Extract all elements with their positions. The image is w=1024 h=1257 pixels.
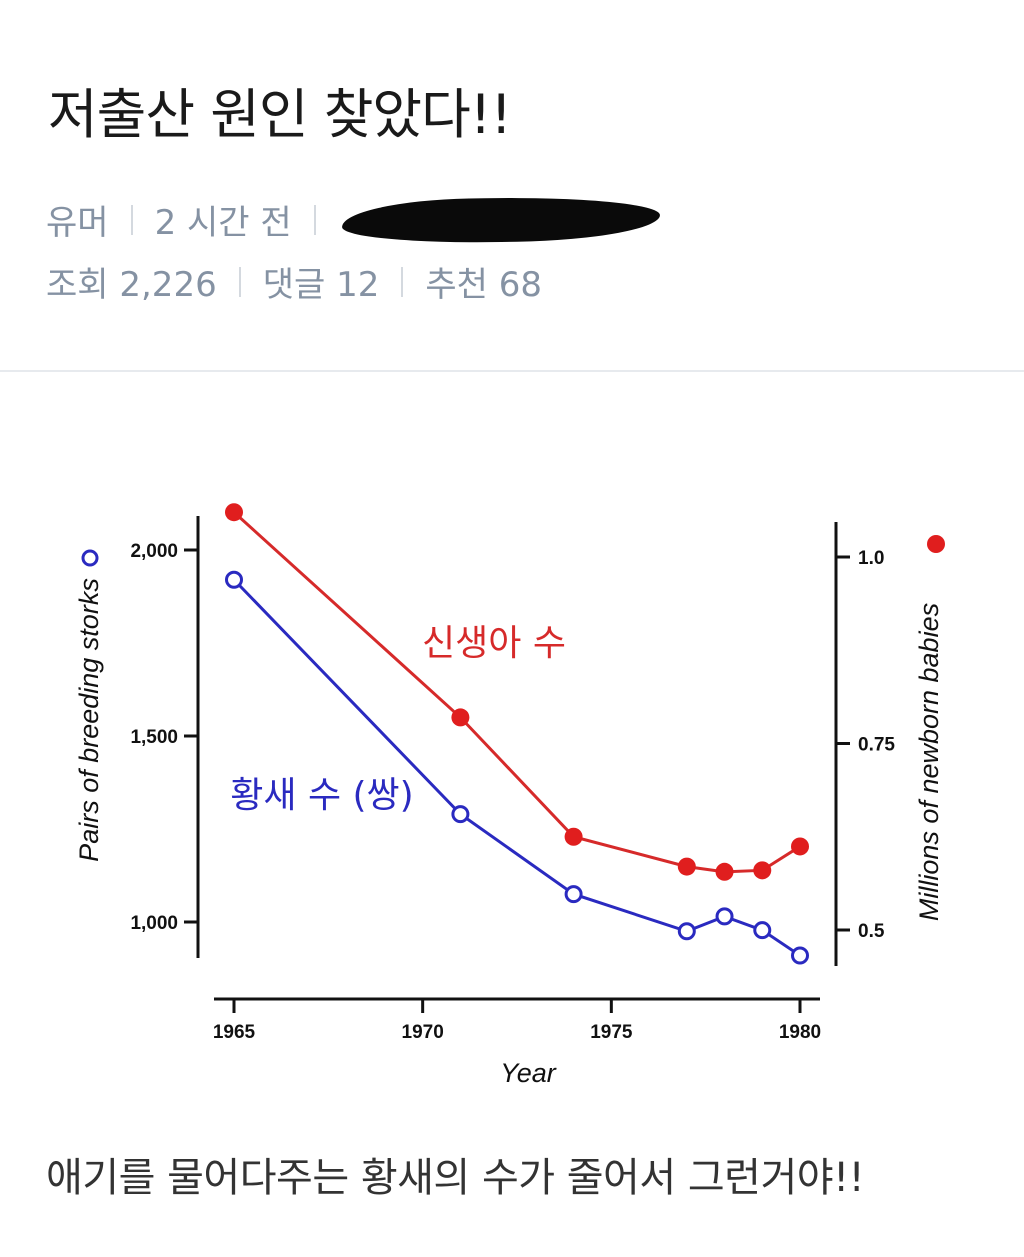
data-point-filled [564, 827, 583, 846]
series-label-storks: 황새 수 (쌍) [230, 775, 413, 816]
header-divider [0, 370, 1024, 372]
right-axis-label: Millions of newborn babies [914, 603, 944, 921]
left-axis-label: Pairs of breeding storks [74, 578, 104, 862]
redacted-author [341, 194, 661, 245]
meta-divider [238, 266, 241, 297]
post-stats-row: 조회 2,226 댓글 12 추천 68 [46, 257, 542, 306]
x-axis-tick-label: 1975 [590, 1022, 633, 1043]
x-axis-tick-label: 1970 [402, 1022, 444, 1043]
post-title: 저출산 원인 찾았다!! [48, 83, 512, 146]
view-count: 조회 2,226 [46, 265, 217, 305]
right-axis-tick-label: 0.5 [858, 921, 885, 942]
data-point-filled [791, 837, 809, 856]
like-count[interactable]: 추천 68 [425, 265, 542, 305]
post-meta-row: 유머 2 시간 전 [46, 194, 661, 245]
meta-divider [401, 266, 404, 297]
data-point-filled [225, 503, 243, 522]
data-point-filled [715, 862, 734, 881]
chart-series: 신생아 수황새 수 (쌍) [225, 503, 809, 965]
left-axis-tick-label: 1,500 [130, 727, 178, 748]
right-axis-filled-marker [927, 535, 945, 553]
category-link[interactable]: 유머 [46, 203, 109, 243]
data-point-open [715, 907, 734, 926]
data-point-filled [677, 857, 696, 876]
data-point-open [677, 922, 696, 941]
meta-divider [130, 204, 133, 235]
right-axis-tick-label: 1.0 [858, 548, 884, 569]
stork-birth-chart: 1,000 1,500 2,000 Pairs of breeding storks 0… [74, 503, 945, 1088]
x-axis-tick-label: 1980 [779, 1022, 821, 1043]
x-axis-tick-label: 1965 [213, 1022, 256, 1043]
left-axis-tick-label: 1,000 [130, 913, 178, 934]
series-line [232, 511, 801, 874]
meta-divider [313, 204, 316, 235]
left-axis-tick-label: 2,000 [130, 541, 178, 562]
data-point-open [225, 570, 243, 589]
comment-count[interactable]: 댓글 12 [262, 265, 380, 305]
data-point-filled [753, 861, 772, 880]
data-point-open [451, 805, 470, 824]
data-point-filled [451, 708, 470, 727]
post-caption: 애기를 물어다주는 황새의 수가 줄어서 그런거야!! [46, 1155, 865, 1201]
chart-axes: 1,000 1,500 2,000 Pairs of breeding storks 0… [74, 516, 945, 1088]
left-axis-open-marker [81, 549, 99, 567]
series-label-newborns: 신생아 수 [422, 623, 566, 664]
right-axis-tick-label: 0.75 [858, 735, 895, 756]
post-time: 2 시간 전 [154, 203, 292, 243]
data-point-open [753, 921, 772, 940]
x-axis-label: Year [500, 1058, 557, 1088]
data-point-open [564, 885, 583, 904]
data-point-open [791, 946, 809, 965]
